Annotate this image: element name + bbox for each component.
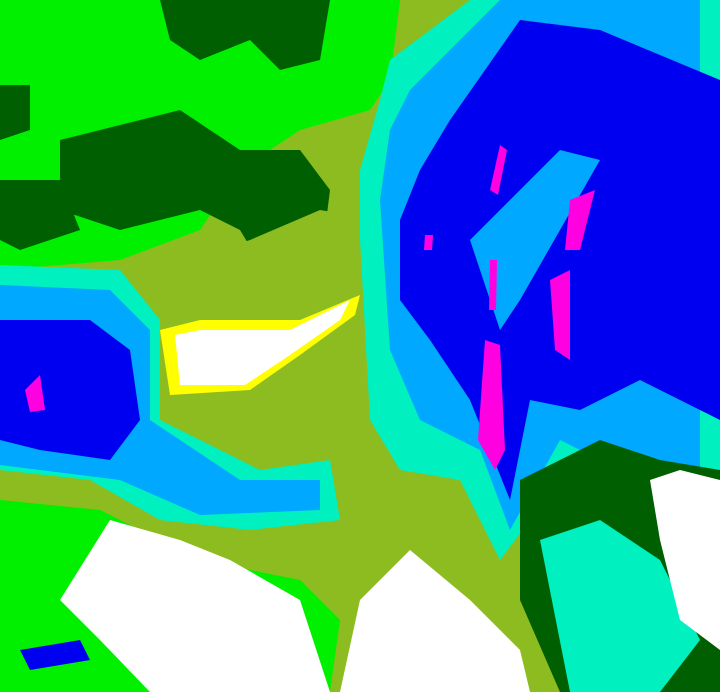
white-region-bottom-left: [60, 520, 330, 692]
white-region-right: [650, 470, 720, 650]
blue-patch-bottom-left: [20, 640, 90, 670]
white-region-bottom-center: [340, 550, 530, 692]
magenta-cores: [424, 145, 595, 470]
light-blue-band: [470, 150, 600, 330]
magenta-spot-left: [25, 375, 45, 412]
olive-region-center: [160, 210, 380, 330]
white-streak: [175, 300, 350, 385]
cyan-bottom-right: [540, 520, 700, 692]
blue-region-left: [0, 320, 140, 460]
blue-region-right: [400, 20, 720, 500]
